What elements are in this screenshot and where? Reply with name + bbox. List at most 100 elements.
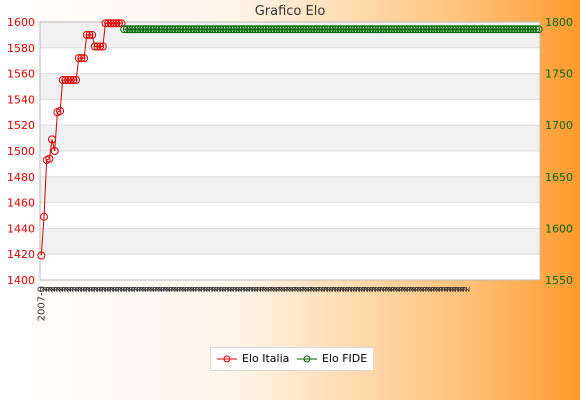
x-tick-label: 2 xyxy=(293,286,304,292)
data-point-fide xyxy=(192,25,201,34)
data-point-italia xyxy=(80,54,89,63)
data-point-fide xyxy=(521,25,530,34)
data-point-fide xyxy=(122,25,131,34)
x-tick-label: 2 xyxy=(432,286,443,292)
x-tick-label: 2 xyxy=(266,286,277,292)
data-point-fide xyxy=(465,25,474,34)
x-tick-label: 2 xyxy=(253,286,264,292)
x-tick-label: 2 xyxy=(199,286,210,292)
x-tick-label: 2 xyxy=(39,286,50,292)
x-tick-label: 2 xyxy=(167,286,178,292)
data-point-italia xyxy=(66,76,75,85)
x-tick-label: 2 xyxy=(175,286,186,292)
chart-title: Grafico Elo xyxy=(254,4,326,19)
x-tick-label: 2 xyxy=(314,286,325,292)
data-point-fide xyxy=(245,25,254,34)
x-tick-label: 2 xyxy=(234,286,245,292)
x-tick-label: 2 xyxy=(210,286,221,292)
data-point-fide xyxy=(138,25,147,34)
data-point-italia xyxy=(69,76,78,85)
x-tick-label: 2 xyxy=(290,286,301,292)
data-point-fide xyxy=(283,25,292,34)
legend-swatch-italia xyxy=(217,355,237,363)
data-point-fide xyxy=(200,25,209,34)
data-point-fide xyxy=(390,25,399,34)
data-point-italia xyxy=(72,76,81,85)
data-point-italia xyxy=(114,19,123,28)
x-tick-label: 2 xyxy=(79,286,90,292)
x-tick-label: 2 xyxy=(355,286,366,292)
data-point-italia xyxy=(98,42,107,51)
data-point-fide xyxy=(505,25,514,34)
x-tick-label: 2 xyxy=(381,286,392,292)
data-point-fide xyxy=(326,25,335,34)
data-point-fide xyxy=(171,25,180,34)
x-tick-label: 2 xyxy=(170,286,181,292)
data-point-fide xyxy=(286,25,294,34)
x-tick-label: 2 xyxy=(285,286,296,292)
data-point-fide xyxy=(208,25,217,34)
x-tick-label: 2 xyxy=(349,286,360,292)
data-point-fide xyxy=(379,25,388,34)
left-tick-label: 1520 xyxy=(7,119,35,132)
data-point-fide xyxy=(146,25,155,34)
x-tick-label: 2 xyxy=(272,286,283,292)
x-tick-label: 2 xyxy=(459,286,470,292)
x-tick-label: 2 xyxy=(162,286,173,292)
x-tick-label: 2 xyxy=(173,286,184,292)
data-point-fide xyxy=(478,25,487,34)
data-point-fide xyxy=(526,25,535,34)
data-point-fide xyxy=(414,25,423,34)
x-tick-label: 2 xyxy=(213,286,224,292)
data-point-italia xyxy=(58,76,67,85)
x-tick-label: 2 xyxy=(424,286,435,292)
data-point-fide xyxy=(486,25,495,34)
data-point-fide xyxy=(302,25,311,34)
data-point-fide xyxy=(368,25,377,34)
data-point-fide xyxy=(296,25,305,34)
x-tick-label: 2 xyxy=(453,286,464,292)
data-point-fide xyxy=(154,25,163,34)
x-tick-label: 2 xyxy=(408,286,419,292)
x-tick-label: 2 xyxy=(397,286,408,292)
x-tick-label: 2 xyxy=(312,286,323,292)
data-point-italia xyxy=(109,19,118,28)
data-point-fide xyxy=(229,25,238,34)
data-point-fide xyxy=(497,25,506,34)
data-point-fide xyxy=(240,25,249,34)
x-tick-label: 2 xyxy=(389,286,400,292)
data-point-fide xyxy=(518,25,527,34)
data-point-italia xyxy=(101,19,110,28)
data-point-fide xyxy=(181,25,190,34)
x-tick-label: 2 xyxy=(90,286,101,292)
x-tick-label: 2 xyxy=(218,286,229,292)
data-point-italia xyxy=(56,107,65,116)
data-point-fide xyxy=(366,25,375,34)
data-point-fide xyxy=(165,25,174,34)
x-tick-label: 2 xyxy=(159,286,170,292)
data-point-fide xyxy=(136,25,145,34)
x-tick-label: 2 xyxy=(146,286,157,292)
x-tick-label: 2 xyxy=(125,286,136,292)
x-tick-label: 2 xyxy=(68,286,79,292)
x-tick-label: 2 xyxy=(331,286,342,292)
grid-band xyxy=(40,125,540,151)
data-point-fide xyxy=(489,25,498,34)
x-tick-label: 2 xyxy=(42,286,53,292)
data-point-fide xyxy=(269,25,278,34)
data-point-fide xyxy=(531,25,540,34)
data-point-fide xyxy=(502,25,511,34)
data-point-fide xyxy=(310,25,319,34)
x-tick-label: 2 xyxy=(151,286,162,292)
x-tick-label: 2 xyxy=(427,286,438,292)
x-tick-label: 2 xyxy=(194,286,205,292)
x-tick-label: 2 xyxy=(63,286,74,292)
x-tick-label: 2 xyxy=(47,286,58,292)
x-tick-label: 2 xyxy=(435,286,446,292)
data-point-fide xyxy=(376,25,385,34)
data-point-fide xyxy=(441,25,450,34)
data-point-italia xyxy=(64,76,73,85)
x-tick-label: 2 xyxy=(135,286,146,292)
data-point-fide xyxy=(243,25,252,34)
right-tick-label: 1700 xyxy=(545,119,573,132)
